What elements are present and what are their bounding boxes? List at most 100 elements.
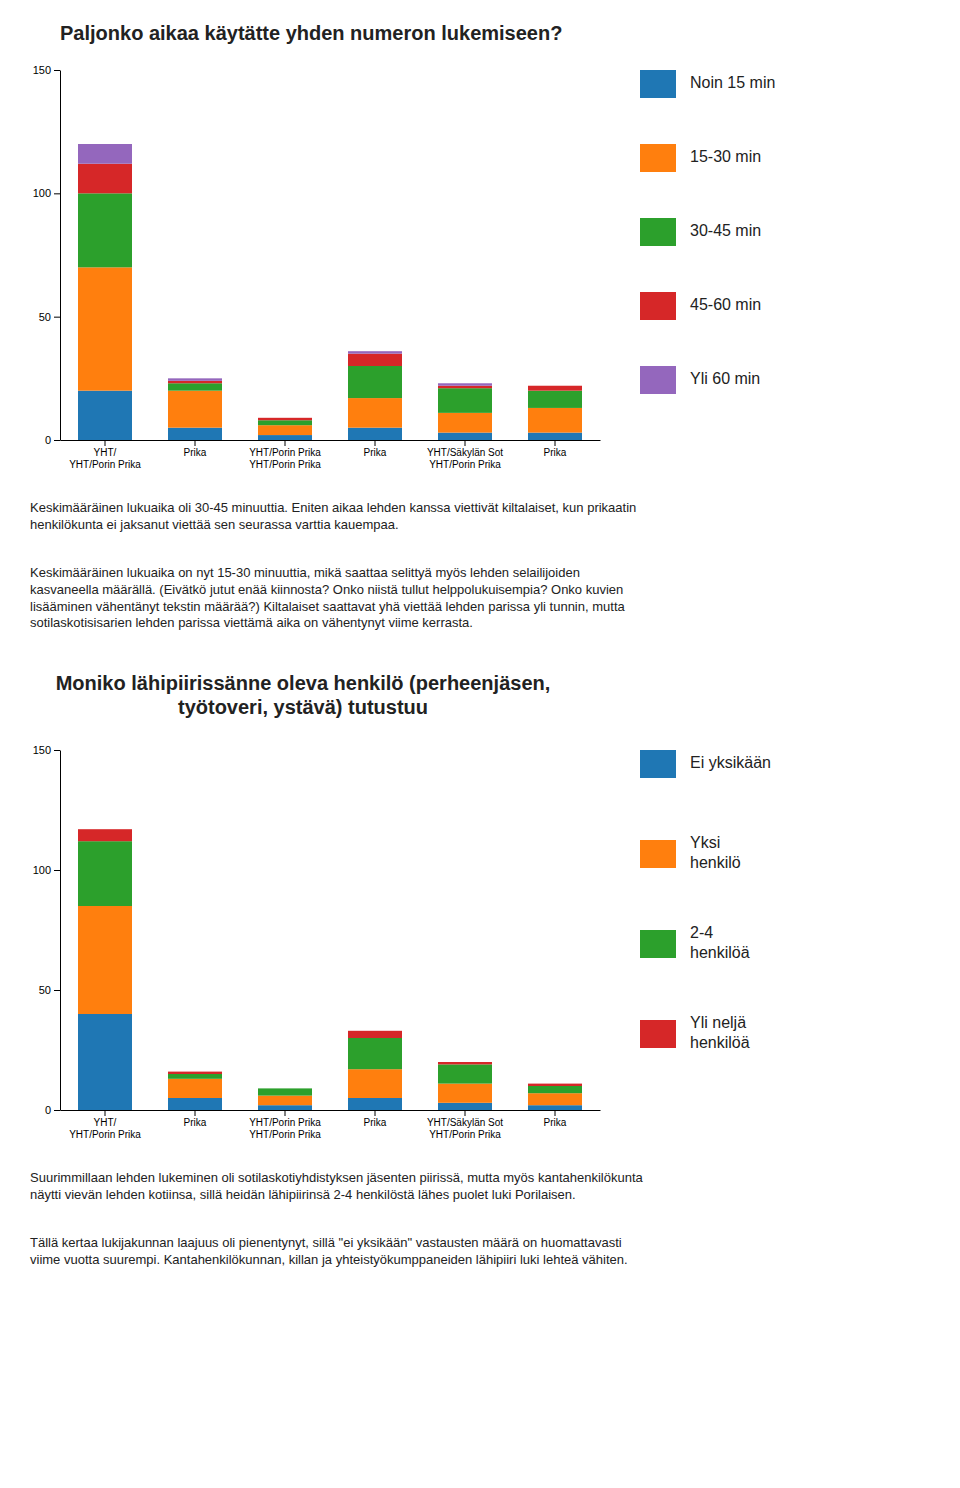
bar-series bbox=[78, 164, 582, 421]
bar-series bbox=[78, 193, 582, 425]
text-line: henkilökunta ei jaksanut viettää sen seu… bbox=[30, 517, 399, 532]
text-line: YHT/Porin Prika bbox=[69, 459, 141, 470]
bar bbox=[258, 435, 312, 440]
x-tick: YHT/YHT/Porin Prika bbox=[69, 440, 141, 470]
y-tick: 100 bbox=[33, 187, 60, 199]
bar bbox=[438, 386, 492, 388]
text-line: Prika bbox=[184, 447, 207, 458]
bar bbox=[78, 193, 132, 267]
bar bbox=[528, 1093, 582, 1105]
chart-title: Paljonko aikaa käytätte yhden numeron lu… bbox=[60, 22, 562, 44]
x-axis: YHT/YHT/Porin PrikaPrikaYHT/Porin PrikaY… bbox=[61, 440, 601, 470]
text-line: YHT/ bbox=[94, 1117, 117, 1128]
bar bbox=[78, 391, 132, 440]
y-tick-mark bbox=[54, 870, 60, 871]
y-tick-label: 50 bbox=[39, 311, 51, 323]
text-line: Noin 15 min bbox=[690, 74, 775, 91]
x-tick-label: Prika bbox=[184, 447, 207, 458]
text-line: YHT/Porin Prika bbox=[429, 1129, 501, 1140]
x-tick: YHT/Porin PrikaYHT/Porin Prika bbox=[249, 1110, 321, 1140]
text-line: YHT/ bbox=[94, 447, 117, 458]
chart: Moniko lähipiirissänne oleva henkilö (pe… bbox=[30, 672, 771, 1267]
bar bbox=[168, 428, 222, 440]
bar bbox=[348, 398, 402, 428]
bar bbox=[348, 1069, 402, 1098]
chart: Paljonko aikaa käytätte yhden numeron lu… bbox=[30, 22, 775, 630]
legend-item: Ei yksikään bbox=[640, 750, 771, 778]
bar bbox=[258, 1105, 312, 1110]
text-line: kasvaneella määrällä. (Eivätkö jutut enä… bbox=[30, 582, 623, 597]
text-line: Prika bbox=[544, 1117, 567, 1128]
legend-label: Ei yksikään bbox=[690, 754, 771, 771]
bar bbox=[168, 1098, 222, 1110]
bar bbox=[348, 351, 402, 353]
bar bbox=[528, 408, 582, 433]
legend-swatch bbox=[640, 366, 676, 394]
text-line: 15-30 min bbox=[690, 148, 761, 165]
plot-area bbox=[78, 829, 582, 1110]
bar bbox=[438, 413, 492, 433]
x-tick: Prika bbox=[184, 1110, 207, 1128]
annotation: Keskimääräinen lukuaika on nyt 15-30 min… bbox=[30, 565, 625, 631]
text-line: Ei yksikään bbox=[690, 754, 771, 771]
legend-item: Yksihenkilö bbox=[640, 835, 741, 871]
x-tick-label: Prika bbox=[544, 1117, 567, 1128]
text-line: Prika bbox=[544, 447, 567, 458]
y-tick-label: 0 bbox=[45, 1104, 51, 1116]
legend-swatch bbox=[640, 144, 676, 172]
legend: Ei yksikään Yksihenkilö 2-4henkilöä Yli nel… bbox=[640, 750, 771, 1051]
x-axis-line bbox=[61, 440, 601, 441]
legend-item: 2-4henkilöä bbox=[640, 925, 750, 961]
bar bbox=[438, 1103, 492, 1110]
text-line: näytti vievän lehden kotiinsa, sillä hei… bbox=[30, 1187, 576, 1202]
text-line: Prika bbox=[364, 447, 387, 458]
x-tick-mark bbox=[105, 1110, 106, 1116]
text-line: Keskimääräinen lukuaika on nyt 15-30 min… bbox=[30, 565, 580, 580]
text-line: henkilöä bbox=[690, 944, 750, 961]
annotation: Suurimmillaan lehden lukeminen oli sotil… bbox=[30, 1170, 644, 1202]
text-line: YHT/Porin Prika bbox=[429, 459, 501, 470]
legend-swatch bbox=[640, 292, 676, 320]
text-line: YHT/Säkylän Sot bbox=[427, 1117, 503, 1128]
x-tick-mark bbox=[555, 440, 556, 446]
legend-swatch bbox=[640, 840, 676, 868]
bar-series bbox=[78, 1014, 582, 1110]
x-tick-label: Prika bbox=[364, 447, 387, 458]
legend-label: Yli neljähenkilöä bbox=[690, 1015, 750, 1051]
y-tick: 0 bbox=[45, 434, 60, 446]
y-tick: 0 bbox=[45, 1104, 60, 1116]
bar bbox=[528, 433, 582, 440]
bar bbox=[348, 366, 402, 398]
bar bbox=[258, 1088, 312, 1089]
text-line: Moniko lähipiirissänne oleva henkilö (pe… bbox=[56, 672, 551, 694]
x-tick: Prika bbox=[364, 440, 387, 458]
bar bbox=[258, 1096, 312, 1106]
text-line: Paljonko aikaa käytätte yhden numeron lu… bbox=[60, 22, 562, 44]
bar bbox=[168, 1074, 222, 1079]
text-line: Prika bbox=[184, 1117, 207, 1128]
legend-item: 15-30 min bbox=[640, 144, 761, 172]
text-line: Tällä kertaa lukijakunnan laajuus oli pi… bbox=[30, 1235, 622, 1250]
legend-label: 30-45 min bbox=[690, 222, 761, 239]
bar bbox=[528, 386, 582, 391]
x-tick-label: YHT/YHT/Porin Prika bbox=[69, 447, 141, 470]
bar bbox=[348, 354, 402, 366]
x-axis-line bbox=[61, 1110, 601, 1111]
y-tick-mark bbox=[54, 70, 60, 71]
legend-swatch bbox=[640, 70, 676, 98]
bar bbox=[438, 1084, 492, 1103]
bar-series bbox=[78, 829, 582, 1086]
x-tick-mark bbox=[195, 440, 196, 446]
legend-swatch bbox=[640, 930, 676, 958]
text-line: YHT/Porin Prika bbox=[69, 1129, 141, 1140]
bar bbox=[348, 1038, 402, 1069]
text-line: YHT/Porin Prika bbox=[249, 459, 321, 470]
bar bbox=[438, 388, 492, 413]
text-line: YHT/Porin Prika bbox=[249, 1117, 321, 1128]
text-line: työtoveri, ystävä) tutustuu bbox=[178, 696, 428, 718]
text-line: Keskimääräinen lukuaika oli 30-45 minuut… bbox=[30, 500, 636, 515]
plot-area bbox=[78, 144, 582, 440]
bar bbox=[258, 417, 312, 418]
legend-item: 45-60 min bbox=[640, 292, 761, 320]
bar bbox=[528, 385, 582, 386]
